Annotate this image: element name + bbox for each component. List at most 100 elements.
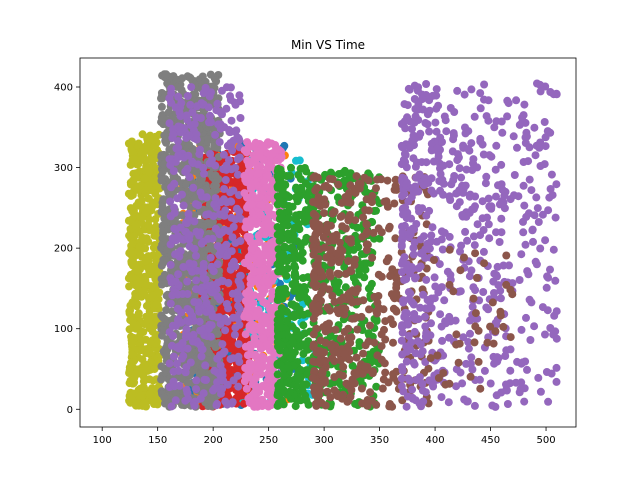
data-point	[359, 349, 368, 358]
data-point	[227, 247, 236, 256]
data-point	[247, 200, 256, 209]
data-point	[197, 239, 206, 248]
data-point	[365, 305, 373, 314]
data-point	[408, 385, 417, 394]
data-point	[174, 270, 183, 279]
data-point	[366, 321, 374, 330]
data-point	[192, 251, 200, 260]
data-point	[256, 267, 265, 275]
data-point	[385, 222, 394, 231]
data-point	[422, 211, 431, 220]
data-point	[284, 202, 293, 210]
data-point	[328, 232, 337, 241]
data-point	[345, 189, 354, 198]
data-point	[530, 322, 539, 331]
data-point	[255, 150, 264, 159]
data-point	[343, 198, 352, 207]
data-point	[198, 345, 207, 354]
data-point	[185, 173, 194, 182]
data-point	[377, 342, 386, 351]
data-point	[391, 182, 400, 190]
data-point	[152, 222, 160, 231]
data-point	[347, 267, 356, 276]
data-point	[199, 89, 208, 98]
data-point	[355, 184, 364, 193]
data-point	[327, 342, 336, 351]
data-point	[183, 344, 192, 353]
data-point	[251, 350, 260, 359]
data-point	[311, 307, 320, 316]
data-point	[240, 377, 249, 386]
data-point	[316, 347, 325, 356]
data-point	[422, 80, 431, 88]
data-point	[152, 300, 161, 309]
data-point	[466, 329, 474, 338]
data-point	[187, 367, 196, 376]
data-point	[165, 155, 174, 164]
data-point	[297, 293, 306, 301]
data-point	[330, 207, 339, 216]
data-point	[388, 402, 397, 411]
data-point	[250, 267, 259, 276]
data-point	[372, 400, 381, 409]
data-point	[166, 240, 175, 249]
data-point	[170, 203, 179, 212]
data-point	[185, 317, 194, 326]
data-point	[479, 247, 488, 256]
data-point	[234, 382, 243, 391]
data-point	[431, 118, 440, 127]
data-point	[280, 242, 289, 251]
data-point	[230, 330, 239, 339]
data-point	[277, 309, 285, 317]
data-point	[197, 352, 206, 361]
data-point	[184, 151, 193, 160]
data-point	[224, 278, 233, 287]
data-point	[310, 247, 319, 256]
data-point	[192, 358, 201, 367]
data-point	[137, 196, 146, 205]
data-point	[160, 160, 169, 169]
data-point	[302, 396, 311, 405]
data-point	[262, 401, 271, 410]
data-point	[279, 330, 288, 339]
data-point	[183, 388, 192, 397]
data-point	[189, 337, 197, 346]
data-point	[221, 397, 230, 406]
data-point	[255, 193, 264, 202]
data-point	[148, 282, 157, 291]
data-point	[179, 201, 188, 210]
data-point	[166, 299, 175, 308]
data-point	[147, 292, 155, 301]
data-point	[221, 326, 230, 335]
data-point	[366, 388, 375, 397]
data-point	[189, 260, 198, 269]
data-point	[549, 245, 558, 254]
data-point	[281, 284, 289, 293]
data-point	[326, 393, 335, 402]
data-point	[267, 139, 276, 148]
data-point	[255, 292, 264, 301]
data-point	[297, 184, 306, 193]
data-point	[296, 175, 305, 184]
data-point	[179, 263, 188, 271]
data-point	[185, 231, 194, 240]
data-point	[211, 130, 220, 139]
data-point	[283, 229, 292, 238]
data-point	[240, 172, 249, 181]
data-point	[199, 263, 208, 272]
data-point	[510, 171, 519, 179]
data-point	[149, 200, 158, 209]
data-point	[130, 232, 139, 241]
data-point	[132, 281, 141, 290]
data-point	[300, 283, 309, 291]
data-point	[208, 312, 217, 321]
data-point	[320, 182, 329, 191]
data-point	[148, 397, 157, 406]
data-point	[140, 272, 149, 281]
data-point	[389, 338, 397, 347]
data-point	[440, 112, 449, 121]
data-point	[512, 378, 520, 387]
data-point	[261, 313, 270, 321]
data-point	[381, 317, 390, 326]
